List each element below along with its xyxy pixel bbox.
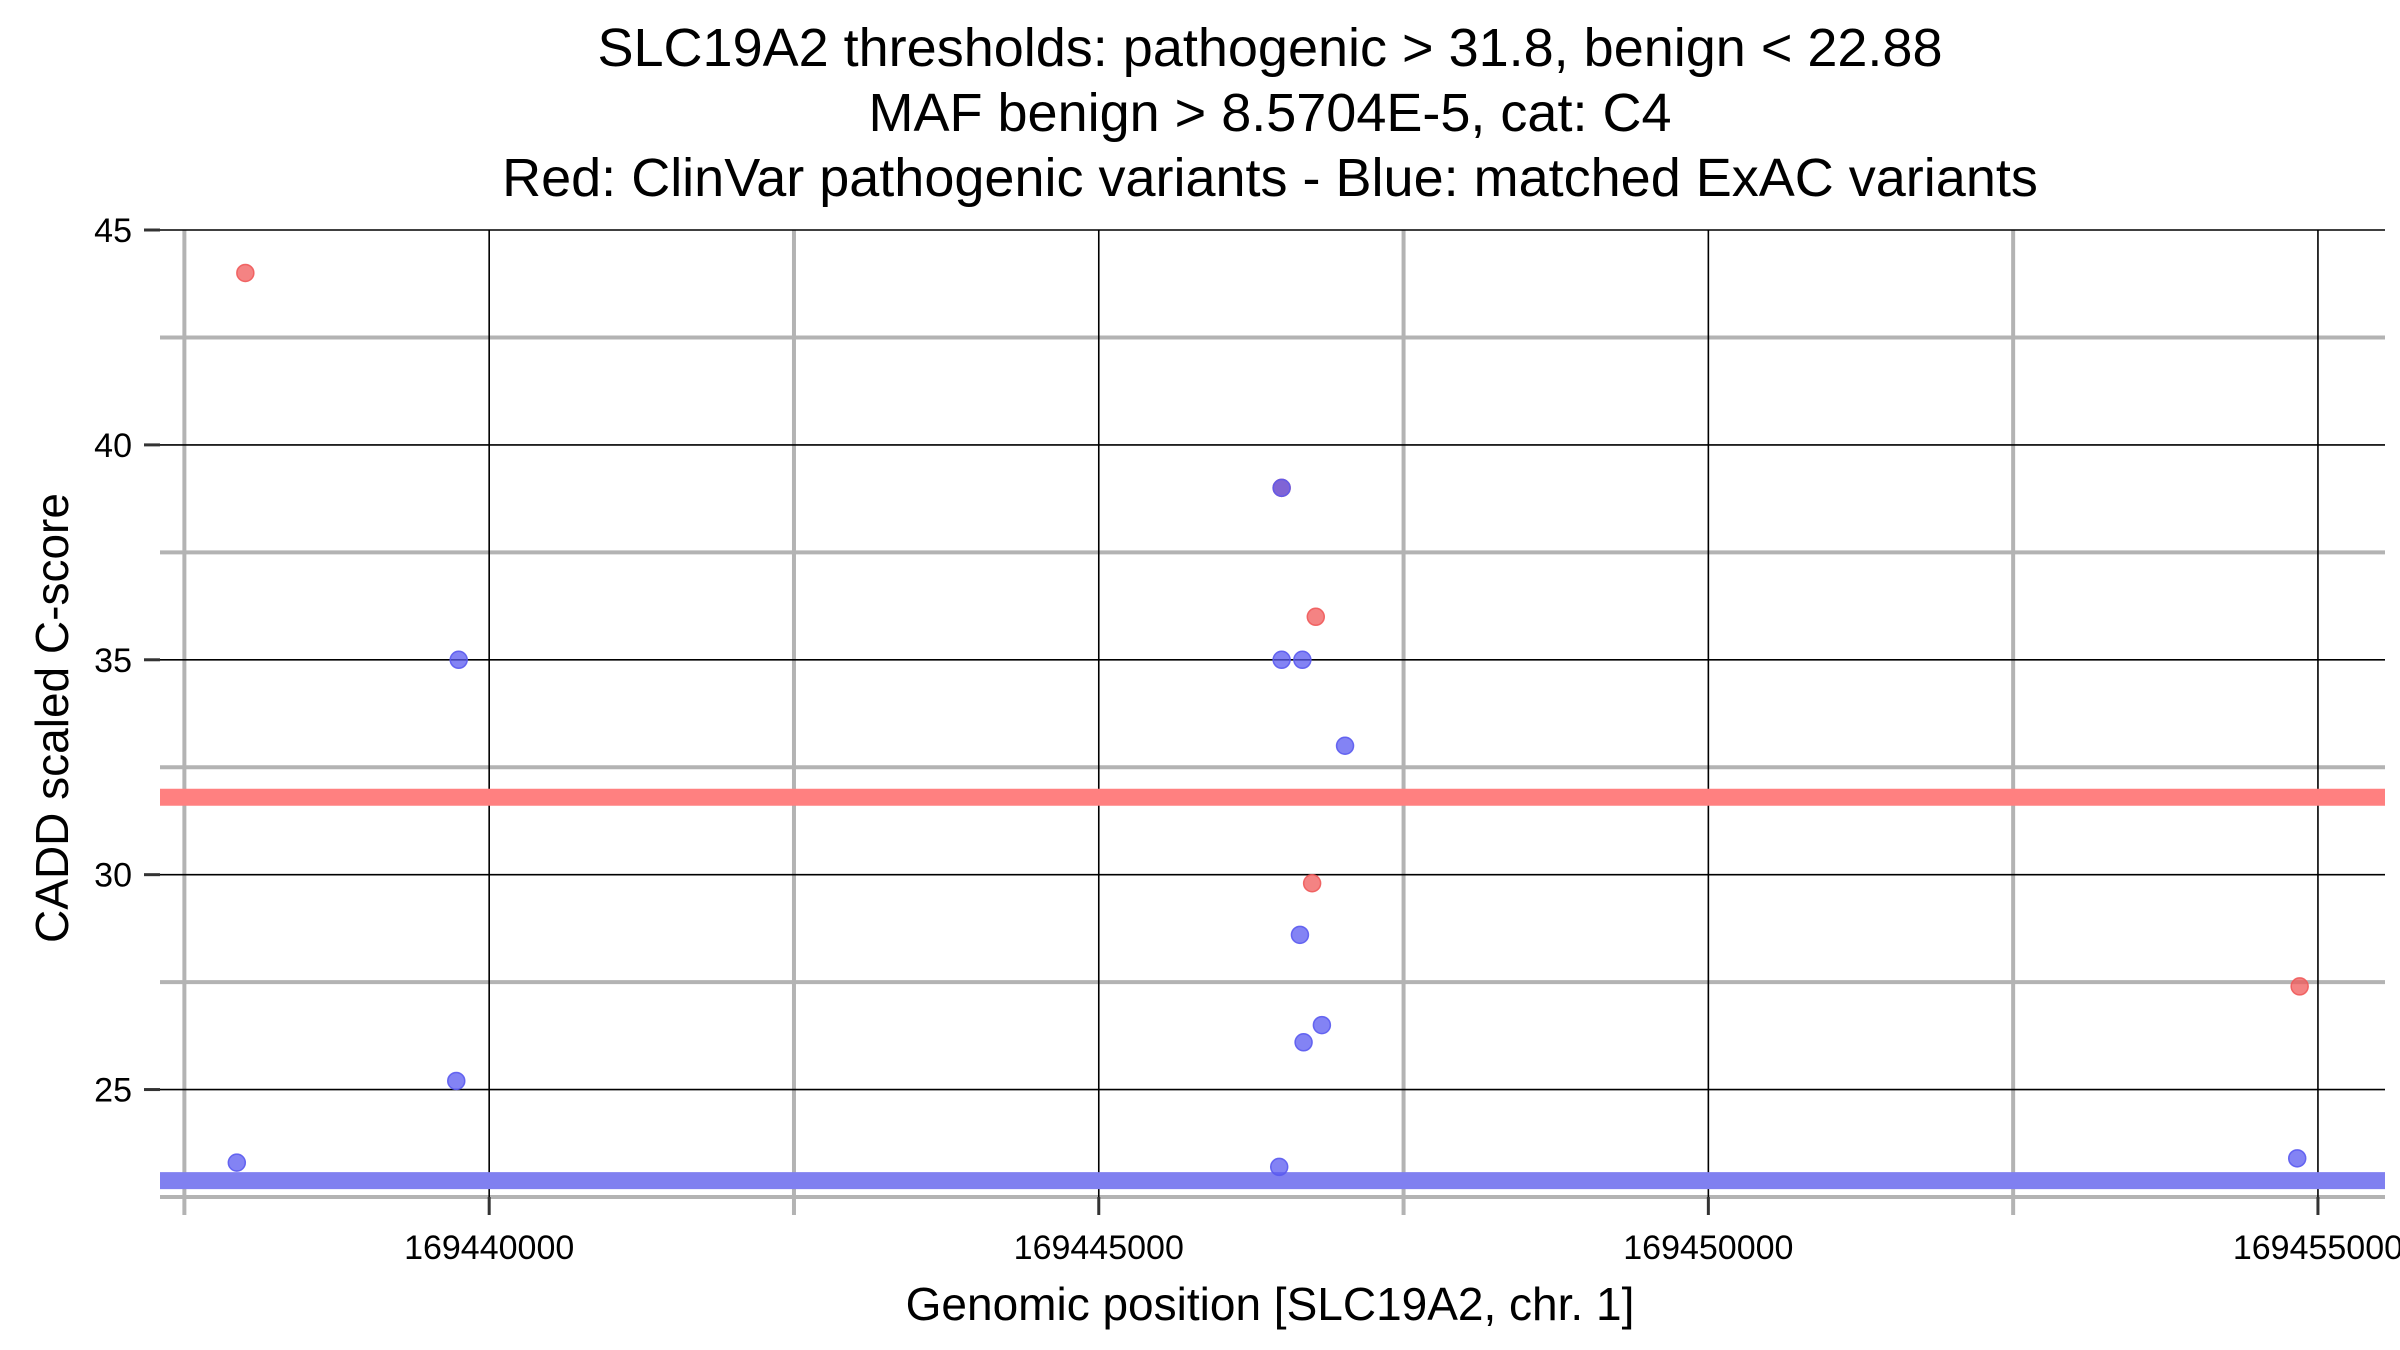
x-axis-title: Genomic position [SLC19A2, chr. 1] [906,1278,1635,1330]
y-axis-title: CADD scaled C-score [26,493,78,943]
y-tick-label: 45 [94,212,132,250]
exac-point [1335,736,1355,755]
y-tick-label: 35 [94,642,132,680]
exac-point [2287,1149,2307,1168]
exac-point [227,1153,247,1172]
exac-point [1312,1015,1332,1035]
y-tick-label: 30 [94,857,132,895]
exac-point [447,1071,466,1091]
x-tick-label: 169455000 [2233,1229,2400,1267]
major-grid [160,229,2385,1197]
exac-point [1272,650,1291,670]
x-tick-label: 169440000 [404,1229,574,1267]
exac-point [449,650,468,670]
exac-point [1294,1033,1313,1052]
title-line-2: MAF benign > 8.5704E-5, cat: C4 [869,83,1672,143]
title-line-3: Red: ClinVar pathogenic variants - Blue:… [502,148,2038,208]
exac-point [1272,478,1291,498]
pathogenic-point [1306,607,1326,627]
x-tick-label: 169445000 [1014,1229,1184,1267]
y-tick-label: 40 [94,427,132,465]
exac-point [1269,1157,1289,1177]
y-tick-label: 25 [94,1072,132,1110]
chart-title: SLC19A2 thresholds: pathogenic > 31.8, b… [502,18,2038,208]
exac-point [1293,650,1312,670]
axes: 25 30 35 40 45 169440000 169445000 169450000 169… [94,212,2400,1267]
title-line-1: SLC19A2 thresholds: pathogenic > 31.8, b… [597,18,1942,78]
pathogenic-point [1302,874,1322,893]
data-points [227,263,2309,1177]
threshold-lines [160,788,2385,1190]
minor-grid [160,230,2385,1215]
exac-point [1290,925,1310,945]
pathogenic-point [2290,977,2309,996]
x-tick-label: 169450000 [1623,1229,1793,1267]
pathogenic-point [236,263,255,283]
